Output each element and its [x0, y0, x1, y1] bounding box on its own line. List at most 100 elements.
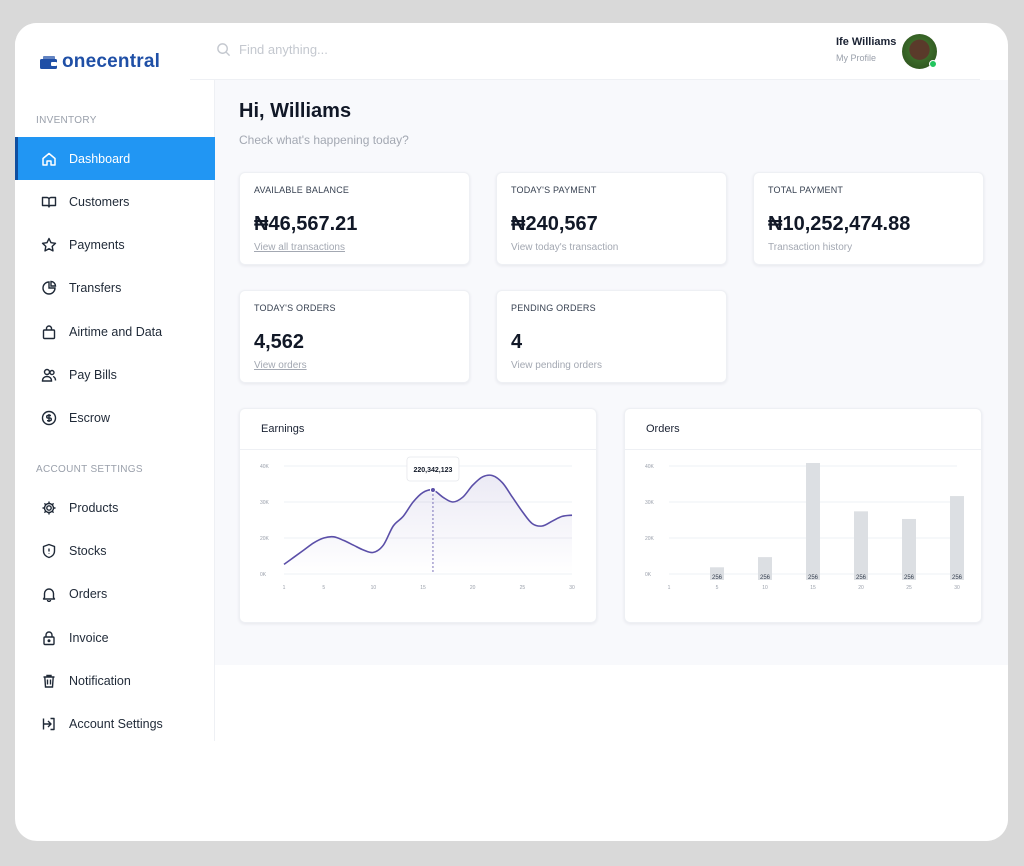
- sidebar-item-customers[interactable]: Customers: [15, 180, 215, 223]
- stat-card-available-balance: AVAILABLE BALANCE ₦46,567.21 View all tr…: [239, 172, 470, 265]
- view-orders-link[interactable]: View orders: [254, 360, 307, 371]
- earnings-chart-card: Earnings 0K 20K 30K 40K 1 5 10 15 20 25 30 220,342,…: [239, 408, 597, 623]
- stat-value: 4: [511, 331, 523, 353]
- bar-value-label: 256: [952, 575, 963, 581]
- stat-label: TODAY'S PAYMENT: [511, 185, 597, 195]
- shield-alert-icon: [41, 543, 57, 559]
- orders-bar: [758, 557, 772, 580]
- stat-label: TODAY'S ORDERS: [254, 303, 336, 313]
- view-todays-transaction-link[interactable]: View today's transaction: [511, 242, 619, 253]
- sidebar-item-label: Dashboard: [69, 151, 131, 166]
- logo[interactable]: onecentral: [40, 51, 160, 73]
- stat-value: ₦240,567: [511, 213, 598, 235]
- divider: [625, 449, 981, 450]
- trash-icon: [41, 673, 57, 689]
- sidebar-item-stocks[interactable]: Stocks: [15, 529, 215, 572]
- stat-card-todays-orders: TODAY'S ORDERS 4,562 View orders: [239, 290, 470, 383]
- sidebar-item-invoice[interactable]: Invoice: [15, 616, 215, 659]
- sidebar-item-pay-bills[interactable]: Pay Bills: [15, 353, 215, 396]
- sidebar-item-label: Invoice: [69, 630, 109, 645]
- sidebar-item-label: Airtime and Data: [69, 324, 163, 339]
- search-bar: [216, 42, 499, 57]
- x-tick-label: 10: [762, 585, 768, 591]
- sidebar-item-label: Orders: [69, 586, 108, 601]
- sidebar-item-label: Account Settings: [69, 716, 163, 731]
- page-title: Hi, Williams: [239, 100, 352, 122]
- orders-bar-chart: 0K 20K 30K 40K 1 256 5 256 10 256 15 256 20 256 25 256 3…: [645, 463, 964, 591]
- x-tick-label: 25: [906, 585, 912, 591]
- wallet-logo-icon: [40, 55, 57, 69]
- bag-icon: [41, 324, 57, 340]
- chart-title: Earnings: [261, 423, 305, 435]
- stat-value: ₦46,567.21: [254, 213, 358, 235]
- x-tick-label: 15: [810, 585, 816, 591]
- section-title-account-settings: ACCOUNT SETTINGS: [36, 464, 143, 475]
- sidebar-item-orders[interactable]: Orders: [15, 572, 215, 615]
- view-all-transactions-link[interactable]: View all transactions: [254, 242, 345, 253]
- sidebar-item-airtime-and-data[interactable]: Airtime and Data: [15, 310, 215, 353]
- stat-card-total-payment: TOTAL PAYMENT ₦10,252,474.88 Transaction…: [753, 172, 984, 265]
- earnings-area-fill: [284, 475, 572, 574]
- sidebar-item-payments[interactable]: Payments: [15, 223, 215, 266]
- sidebar-item-notification[interactable]: Notification: [15, 659, 215, 702]
- empty-area: [215, 665, 1008, 841]
- y-tick-label: 40K: [260, 464, 270, 470]
- x-tick-label: 10: [371, 585, 377, 591]
- bar-value-label: 256: [904, 575, 915, 581]
- profile-info[interactable]: Ife Williams My Profile: [836, 36, 896, 63]
- x-tick-label: 25: [520, 585, 526, 591]
- section-title-inventory: INVENTORY: [36, 115, 97, 126]
- bar-value-label: 256: [712, 575, 723, 581]
- sidebar-item-transfers[interactable]: Transfers: [15, 266, 215, 309]
- x-tick-label: 30: [954, 585, 960, 591]
- tooltip-box: [406, 456, 460, 482]
- y-tick-label: 30K: [645, 500, 655, 506]
- online-status-dot: [929, 60, 937, 68]
- x-tick-label: 20: [470, 585, 476, 591]
- tooltip-point: [429, 487, 436, 493]
- stat-value: ₦10,252,474.88: [768, 213, 911, 235]
- lock-icon: [41, 630, 57, 646]
- sidebar-item-account-settings[interactable]: Account Settings: [15, 702, 215, 745]
- orders-chart-card: Orders 0K 20K 30K 40K 1 256 5 256 10 256 15 256 20 25…: [624, 408, 982, 623]
- sidebar: onecentral INVENTORY Dashboard Customers…: [15, 23, 215, 741]
- page-subtitle: Check what's happening today?: [239, 133, 409, 147]
- x-tick-label: 1: [283, 585, 286, 591]
- bar-value-label: 256: [856, 575, 867, 581]
- pie-chart-icon: [41, 280, 57, 296]
- sidebar-item-dashboard[interactable]: Dashboard: [15, 137, 215, 180]
- sidebar-item-label: Transfers: [69, 280, 122, 295]
- sidebar-item-label: Escrow: [69, 410, 110, 425]
- book-icon: [41, 194, 57, 210]
- search-input[interactable]: [239, 42, 499, 57]
- topbar: Ife Williams My Profile: [190, 23, 980, 80]
- sidebar-item-label: Payments: [69, 237, 125, 252]
- y-tick-label: 20K: [645, 536, 655, 542]
- gear-icon: [41, 500, 57, 516]
- sidebar-item-label: Pay Bills: [69, 367, 117, 382]
- transaction-history-link[interactable]: Transaction history: [768, 242, 853, 253]
- divider: [240, 449, 596, 450]
- sidebar-item-products[interactable]: Products: [15, 486, 215, 529]
- tooltip-value: 220,342,123: [413, 467, 452, 474]
- x-tick-label: 5: [716, 585, 719, 591]
- avatar[interactable]: [902, 34, 937, 69]
- x-tick-label: 15: [420, 585, 426, 591]
- x-tick-label: 5: [322, 585, 325, 591]
- sidebar-item-escrow[interactable]: Escrow: [15, 396, 215, 439]
- sidebar-item-label: Products: [69, 500, 119, 515]
- view-pending-orders-link[interactable]: View pending orders: [511, 360, 602, 371]
- earnings-line: [283, 474, 573, 566]
- stat-card-pending-orders: PENDING ORDERS 4 View pending orders: [496, 290, 727, 383]
- dollar-circle-icon: [41, 410, 57, 426]
- profile-name: Ife Williams: [836, 36, 897, 48]
- orders-bar: [950, 496, 964, 580]
- main-content: Hi, Williams Check what's happening toda…: [215, 80, 1008, 665]
- star-icon: [41, 237, 57, 253]
- profile-link[interactable]: My Profile: [836, 53, 877, 63]
- orders-bar: [710, 567, 724, 580]
- users-icon: [41, 367, 57, 383]
- home-icon: [41, 151, 57, 167]
- y-tick-label: 20K: [260, 536, 270, 542]
